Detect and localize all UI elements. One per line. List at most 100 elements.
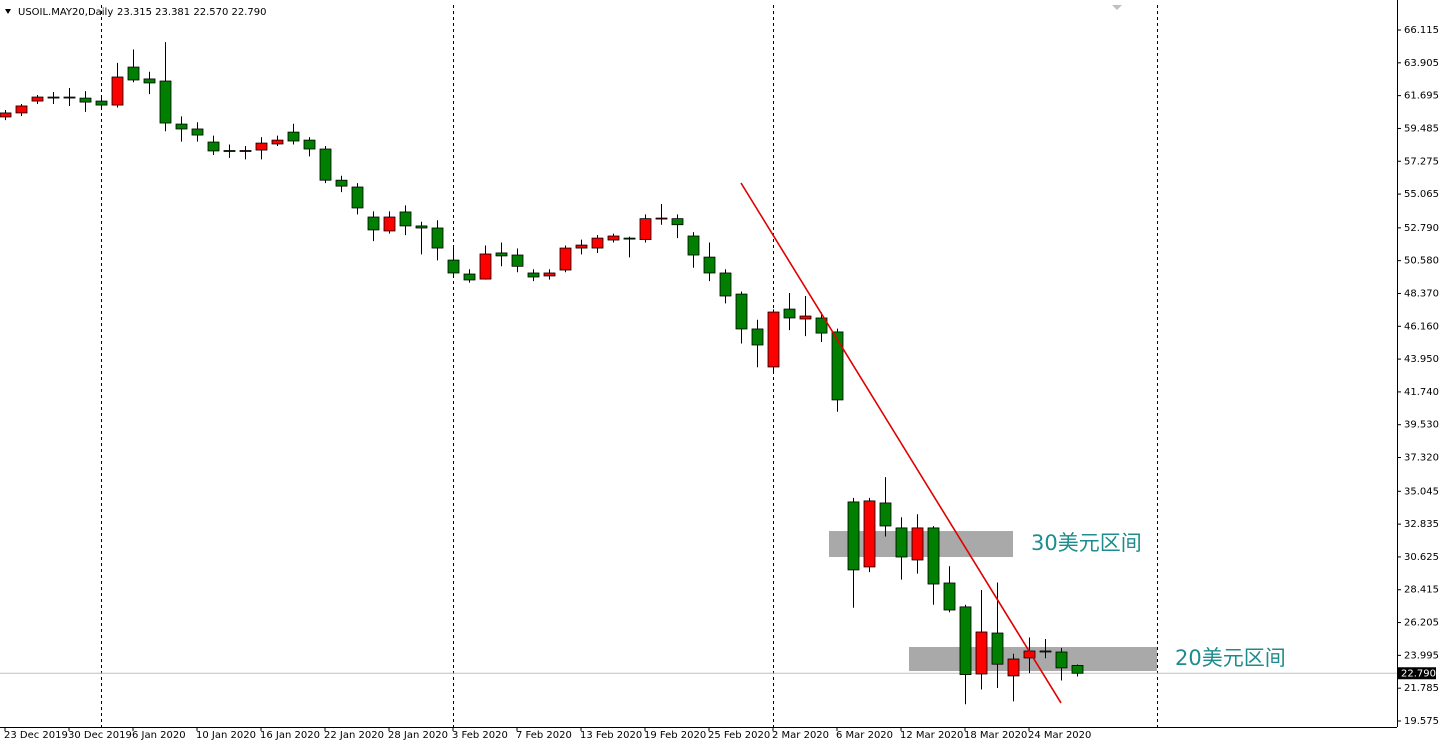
candle-body bbox=[351, 186, 364, 209]
x-tick-label: 30 Dec 2019 bbox=[68, 730, 132, 741]
x-tick-label: 19 Feb 2020 bbox=[644, 730, 706, 741]
y-tick-label: 50.580 bbox=[1404, 256, 1439, 267]
candle-body bbox=[767, 311, 780, 368]
menu-triangle[interactable] bbox=[5, 9, 11, 14]
candle-body bbox=[671, 218, 684, 226]
candle-body bbox=[31, 96, 44, 102]
x-tick-label: 10 Jan 2020 bbox=[196, 730, 256, 741]
candle-body bbox=[303, 139, 316, 150]
current-price-marker bbox=[1398, 667, 1436, 680]
candle-body bbox=[47, 96, 60, 99]
plot bbox=[0, 42, 1397, 705]
candle-body bbox=[63, 96, 76, 99]
candle-body bbox=[335, 179, 348, 187]
y-tick-label: 61.695 bbox=[1404, 91, 1439, 102]
candle-body bbox=[255, 142, 268, 151]
candle-body bbox=[943, 582, 956, 611]
y-tick-label: 23.995 bbox=[1404, 650, 1439, 661]
trend-line bbox=[740, 182, 1062, 704]
x-tick-label: 7 Feb 2020 bbox=[516, 730, 572, 741]
x-tick-label: 18 Mar 2020 bbox=[964, 730, 1027, 741]
x-tick-label: 24 Mar 2020 bbox=[1028, 730, 1091, 741]
y-tick-label: 30.625 bbox=[1404, 552, 1439, 563]
x-tick-label: 3 Feb 2020 bbox=[452, 730, 508, 741]
candle-body bbox=[895, 527, 908, 558]
candle-body bbox=[799, 315, 812, 320]
candle-body bbox=[687, 235, 700, 256]
candle-body bbox=[319, 148, 332, 181]
candle-body bbox=[911, 527, 924, 561]
candle-body bbox=[447, 259, 460, 274]
candle-body bbox=[175, 123, 188, 130]
candle-body bbox=[159, 80, 172, 124]
y-tick-label: 48.370 bbox=[1404, 288, 1439, 299]
zone-label: 30美元区间 bbox=[1031, 531, 1142, 555]
y-tick-label: 21.785 bbox=[1404, 683, 1439, 694]
y-tick-label: 28.415 bbox=[1404, 585, 1439, 596]
current-price-label: 22.790 bbox=[1401, 668, 1436, 679]
candle-body bbox=[463, 273, 476, 281]
candle-body bbox=[111, 76, 124, 106]
candle-body bbox=[847, 501, 860, 571]
candle-body bbox=[1071, 665, 1084, 674]
x-tick-label: 12 Mar 2020 bbox=[900, 730, 963, 741]
candle-body bbox=[639, 218, 652, 240]
candle-body bbox=[383, 216, 396, 232]
candle-body bbox=[511, 254, 524, 267]
candle-body bbox=[927, 527, 940, 585]
candle-body bbox=[127, 66, 140, 81]
candle-body bbox=[863, 500, 876, 568]
y-tick-label: 39.530 bbox=[1404, 420, 1439, 431]
candle-body bbox=[1055, 651, 1068, 669]
candle-body bbox=[735, 293, 748, 330]
candle-body bbox=[1039, 650, 1052, 653]
candle-body bbox=[655, 217, 668, 220]
candle-body bbox=[575, 244, 588, 249]
y-tick-label: 26.205 bbox=[1404, 618, 1439, 629]
shift-marker bbox=[1112, 5, 1122, 10]
y-tick-label: 19.575 bbox=[1404, 716, 1439, 727]
candle-body bbox=[79, 97, 92, 103]
candle-body bbox=[0, 112, 12, 118]
y-tick-label: 66.115 bbox=[1404, 25, 1439, 36]
candle-body bbox=[239, 150, 252, 152]
candle-body bbox=[191, 128, 204, 136]
candle-body bbox=[831, 331, 844, 401]
candle-body bbox=[543, 272, 556, 277]
x-tick-label: 6 Jan 2020 bbox=[132, 730, 186, 741]
candle-body bbox=[479, 253, 492, 280]
x-tick-label: 23 Dec 2019 bbox=[4, 730, 68, 741]
candle-body bbox=[287, 131, 300, 142]
candle-body bbox=[991, 632, 1004, 665]
candle-body bbox=[591, 237, 604, 249]
candle-body bbox=[415, 225, 428, 229]
candle-body bbox=[719, 272, 732, 297]
candle-body bbox=[559, 247, 572, 271]
symbol: USOIL.MAY20,Daily bbox=[18, 7, 113, 18]
y-tick-label: 52.790 bbox=[1404, 223, 1439, 234]
y-tick-label: 41.740 bbox=[1404, 387, 1439, 398]
candle-body bbox=[527, 272, 540, 278]
price-zone bbox=[909, 646, 1157, 672]
x-tick-label: 6 Mar 2020 bbox=[836, 730, 893, 741]
candle-body bbox=[367, 216, 380, 231]
candle-body bbox=[959, 606, 972, 675]
candle-body bbox=[879, 502, 892, 527]
y-tick-label: 63.905 bbox=[1404, 58, 1439, 69]
candle-body bbox=[143, 78, 156, 84]
x-tick-label: 22 Jan 2020 bbox=[324, 730, 384, 741]
x-tick-label: 16 Jan 2020 bbox=[260, 730, 320, 741]
candle-body bbox=[815, 317, 828, 334]
candle-body bbox=[431, 227, 444, 249]
y-tick-label: 32.835 bbox=[1404, 519, 1439, 530]
candle-body bbox=[607, 235, 620, 241]
y-tick-label: 46.160 bbox=[1404, 321, 1439, 332]
candle-body bbox=[783, 308, 796, 319]
y-tick-label: 59.485 bbox=[1404, 123, 1439, 134]
y-tick-label: 57.275 bbox=[1404, 156, 1439, 167]
candle-body bbox=[207, 141, 220, 152]
candle-body bbox=[751, 328, 764, 346]
zone-label: 20美元区间 bbox=[1175, 646, 1286, 670]
